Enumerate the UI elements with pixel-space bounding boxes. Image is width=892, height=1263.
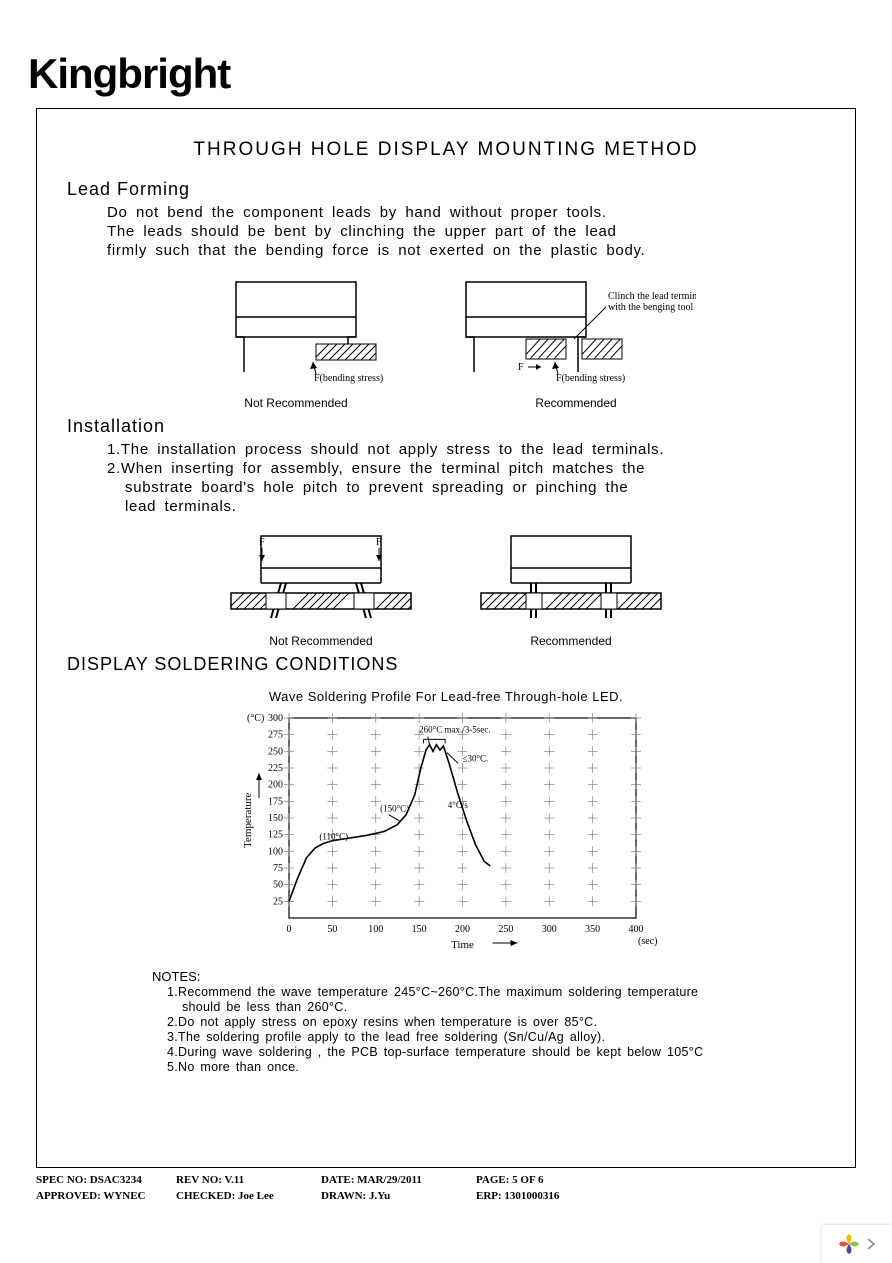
- footer-rev: REV NO: V.11: [176, 1174, 321, 1186]
- corner-widget[interactable]: [822, 1225, 892, 1263]
- svg-text:100: 100: [368, 924, 383, 935]
- svg-text:Temperature: Temperature: [242, 792, 254, 848]
- svg-text:175: 175: [268, 796, 283, 807]
- install-caption-not-rec: Not Recommended: [226, 634, 416, 648]
- note-4: 4.During wave soldering , the PCB top-su…: [167, 1045, 825, 1059]
- lead-forming-not-recommended-diagram: F(bending stress): [196, 277, 396, 385]
- installation-heading: Installation: [67, 416, 825, 437]
- document-title: THROUGH HOLE DISPLAY MOUNTING METHOD: [67, 139, 825, 161]
- note-1b: should be less than 260°C.: [182, 1000, 825, 1014]
- svg-text:250: 250: [498, 924, 513, 935]
- soldering-heading: DISPLAY SOLDERING CONDITIONS: [67, 654, 825, 675]
- svg-text:25: 25: [273, 896, 283, 907]
- notes-heading: NOTES:: [152, 969, 825, 984]
- footer-approved: APPROVED: WYNEC: [36, 1190, 176, 1202]
- lead-forming-heading: Lead Forming: [67, 179, 825, 200]
- clinch-label-2: with the benging tool: [608, 302, 693, 313]
- lead-forming-p2: The leads should be bent by clinching th…: [107, 223, 825, 240]
- lead-forming-p3: firmly such that the bending force is no…: [107, 242, 825, 259]
- svg-text:300: 300: [268, 713, 283, 724]
- lead-forming-p1: Do not bend the component leads by hand …: [107, 204, 825, 221]
- lead-forming-figures: F(bending stress) Not Recommended: [67, 277, 825, 410]
- f-label: F: [518, 362, 524, 373]
- installation-figures: F F Not Recommended: [67, 533, 825, 648]
- bending-stress-label: F(bending stress): [314, 373, 383, 384]
- install-l1: 1.The installation process should not ap…: [107, 441, 825, 458]
- footer-spec: SPEC NO: DSAC3234: [36, 1174, 176, 1186]
- svg-text:(150°C): (150°C): [380, 803, 409, 813]
- svg-text:200: 200: [455, 924, 470, 935]
- footer-date: DATE: MAR/29/2011: [321, 1174, 476, 1186]
- bending-stress-label-2: F(bending stress): [556, 373, 625, 384]
- fig-caption-recommended: Recommended: [456, 396, 696, 410]
- svg-text:350: 350: [585, 924, 600, 935]
- flower-icon: [838, 1233, 860, 1255]
- note-1a: 1.Recommend the wave temperature 245°C~2…: [167, 985, 825, 999]
- svg-text:275: 275: [268, 730, 283, 741]
- footer-page: PAGE: 5 OF 6: [476, 1174, 616, 1186]
- chart-title: Wave Soldering Profile For Lead-free Thr…: [67, 689, 825, 704]
- svg-text:0: 0: [287, 924, 292, 935]
- svg-text:(110°C): (110°C): [319, 831, 348, 841]
- svg-text:260°C max./3-5sec.: 260°C max./3-5sec.: [419, 725, 490, 735]
- chevron-right-icon: [866, 1237, 876, 1251]
- svg-text:150: 150: [412, 924, 427, 935]
- clinch-label-1: Clinch the lead terminal: [608, 291, 696, 302]
- note-5: 5.No more than once.: [167, 1060, 825, 1074]
- install-l2: 2.When inserting for assembly, ensure th…: [107, 460, 825, 477]
- footer-checked: CHECKED: Joe Lee: [176, 1190, 321, 1202]
- fig-caption-not-recommended: Not Recommended: [196, 396, 396, 410]
- soldering-profile-chart: 0 50 100 150 200 250 300 350 400 25 50 75 100 125 150 1…: [231, 708, 661, 958]
- svg-text:300: 300: [542, 924, 557, 935]
- install-f-right: F: [376, 537, 382, 548]
- svg-text:50: 50: [273, 880, 283, 891]
- note-3: 3.The soldering profile apply to the lea…: [167, 1030, 825, 1044]
- footer: SPEC NO: DSAC3234 REV NO: V.11 DATE: MAR…: [36, 1174, 856, 1202]
- install-caption-rec: Recommended: [476, 634, 666, 648]
- page-frame: THROUGH HOLE DISPLAY MOUNTING METHOD Lea…: [36, 108, 856, 1168]
- installation-not-recommended-diagram: F F: [226, 533, 416, 623]
- footer-erp: ERP: 1301000316: [476, 1190, 616, 1202]
- lead-forming-recommended-diagram: Clinch the lead terminal with the bengin…: [456, 277, 696, 385]
- svg-text:150: 150: [268, 813, 283, 824]
- installation-recommended-diagram: [476, 533, 666, 623]
- svg-text:200: 200: [268, 780, 283, 791]
- install-l3: substrate board's hole pitch to prevent …: [125, 479, 825, 496]
- install-f-left: F: [259, 537, 265, 548]
- svg-text:(°C): (°C): [247, 713, 264, 724]
- footer-drawn: DRAWN: J.Yu: [321, 1190, 476, 1202]
- note-2: 2.Do not apply stress on epoxy resins wh…: [167, 1015, 825, 1029]
- svg-text:225: 225: [268, 763, 283, 774]
- svg-text:250: 250: [268, 746, 283, 757]
- svg-text:(sec): (sec): [638, 936, 657, 947]
- brand-logo: Kingbright: [28, 50, 872, 98]
- svg-text:75: 75: [273, 863, 283, 874]
- svg-text:100: 100: [268, 846, 283, 857]
- svg-text:400: 400: [629, 924, 644, 935]
- svg-text:4°C/s: 4°C/s: [448, 800, 469, 810]
- svg-text:≤30°C.: ≤30°C.: [463, 753, 489, 763]
- svg-text:125: 125: [268, 830, 283, 841]
- install-l4: lead terminals.: [125, 498, 825, 515]
- svg-text:Time: Time: [451, 939, 474, 951]
- svg-text:50: 50: [327, 924, 337, 935]
